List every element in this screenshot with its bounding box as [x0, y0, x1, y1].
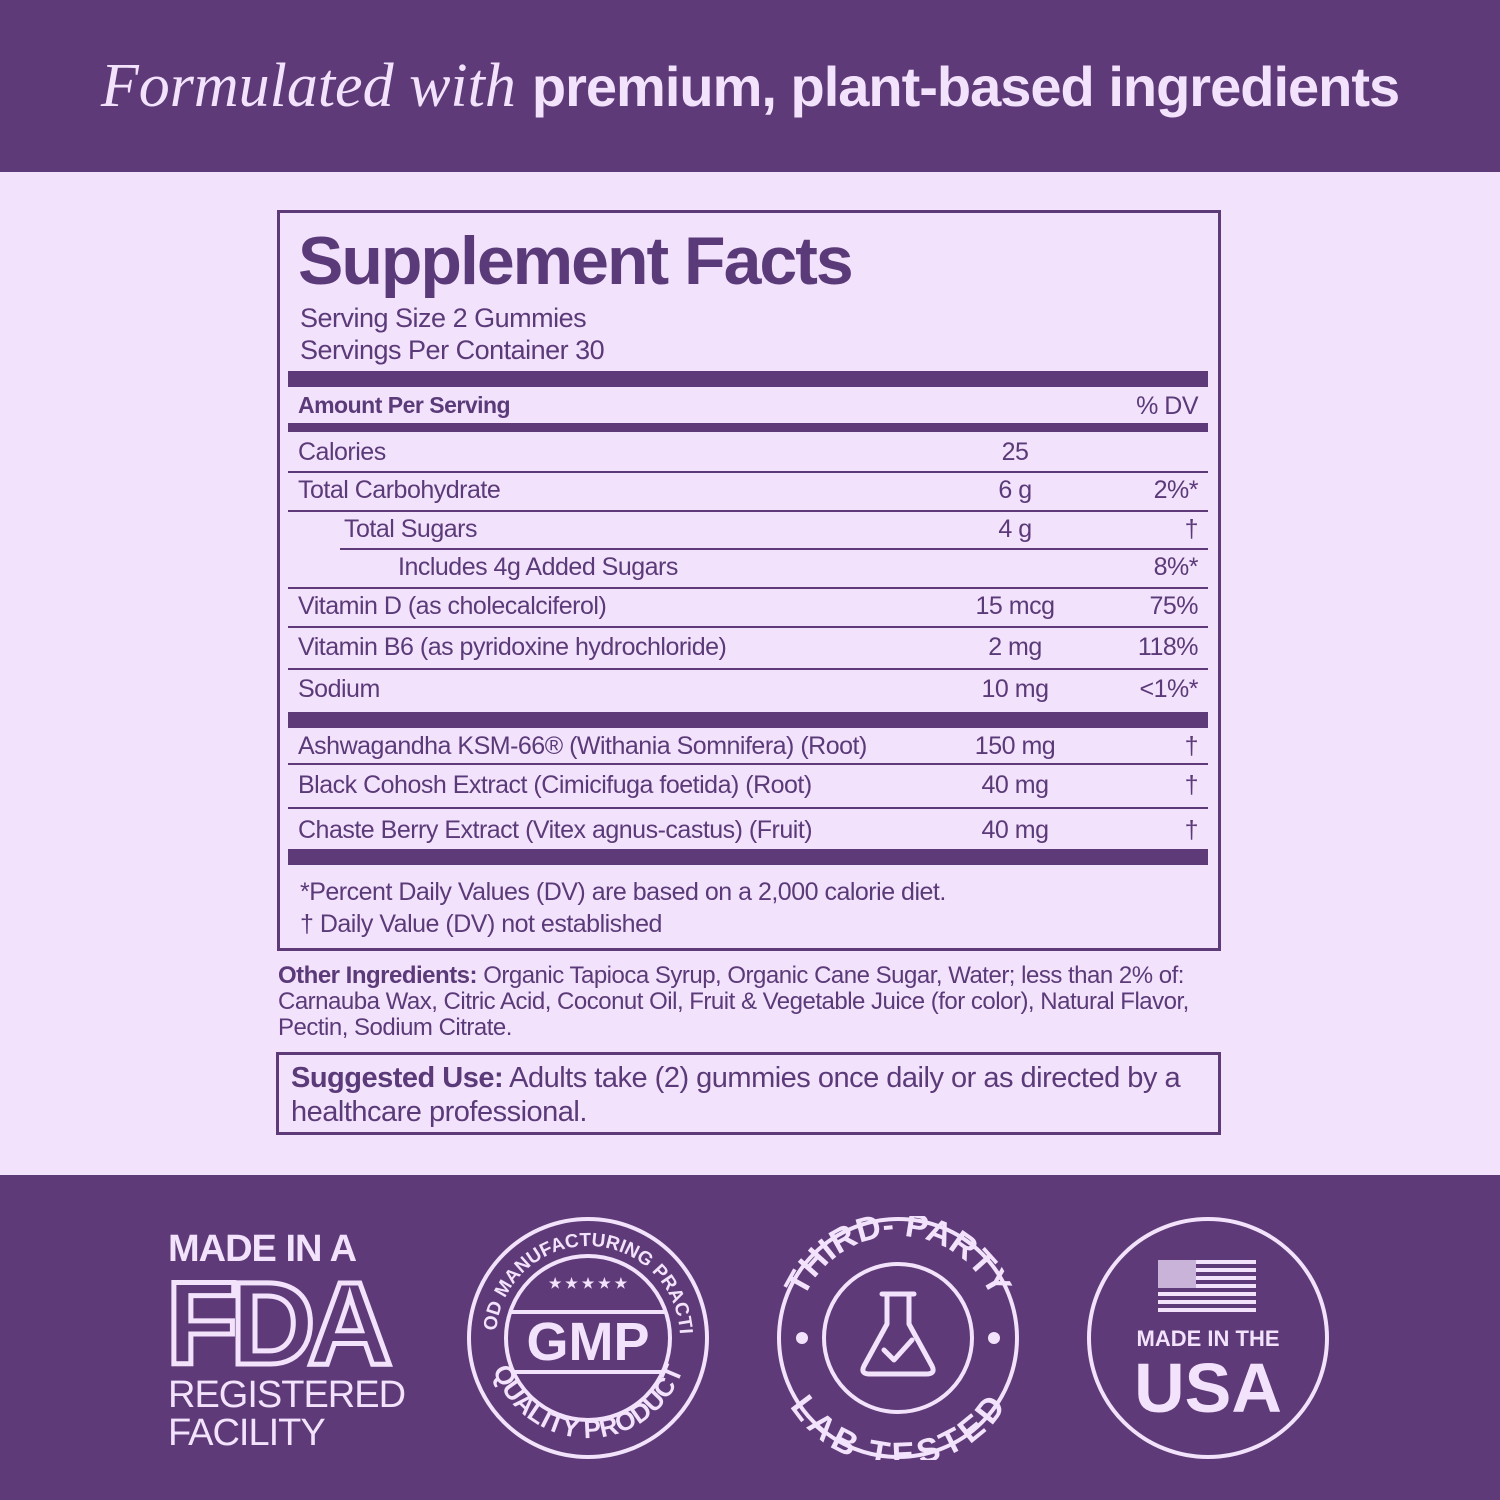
row-divider — [288, 807, 1208, 809]
suggested-use: Suggested Use: Adults take (2) gummies o… — [276, 1052, 1221, 1135]
row-dv: 118% — [1137, 633, 1199, 661]
other-ingredients-text: Organic Tapioca Syrup, Organic Cane Suga… — [278, 962, 1189, 1041]
fda-logo: FDA — [166, 1272, 401, 1372]
row-dv: † — [1184, 771, 1199, 799]
made-in-usa-badge: MADE IN THE USA — [1087, 1217, 1329, 1459]
row-dv: † — [1184, 816, 1199, 844]
divider — [288, 712, 1208, 728]
divider — [288, 423, 1208, 432]
badges-band — [0, 1175, 1500, 1500]
gmp-text: GMP — [526, 1312, 649, 1372]
row-amount: 40 mg — [981, 816, 1049, 844]
nutrient-row: Total Sugars 4 g † — [0, 515, 1500, 555]
botanical-row: Chaste Berry Extract (Vitex agnus-castus… — [0, 816, 1500, 856]
svg-text:THIRD- PARTY: THIRD- PARTY — [778, 1216, 1019, 1302]
row-name: Sodium — [298, 675, 380, 703]
svg-text:FDA: FDA — [166, 1272, 390, 1372]
row-dv: <1%* — [1139, 675, 1199, 703]
row-amount: 6 g — [998, 476, 1032, 504]
row-amount: 4 g — [998, 515, 1032, 543]
nutrient-row: Sodium 10 mg <1%* — [0, 675, 1500, 715]
gmp-badge: GOOD MANUFACTURING PRACTICE QUALITY PROD… — [466, 1216, 709, 1459]
divider — [288, 371, 1208, 387]
botanical-row: Black Cohosh Extract (Cimicifuga foetida… — [0, 771, 1500, 811]
row-name: Vitamin D (as cholecalciferol) — [298, 592, 607, 620]
row-dv: 8%* — [1153, 553, 1199, 581]
row-name: Includes 4g Added Sugars — [398, 553, 678, 581]
row-amount: 25 — [1001, 438, 1029, 466]
other-ingredients: Other Ingredients: Organic Tapioca Syrup… — [278, 963, 1198, 1041]
row-dv: † — [1184, 515, 1199, 543]
other-ingredients-label: Other Ingredients: — [278, 962, 478, 989]
us-flag-icon — [1158, 1260, 1256, 1312]
fda-top: MADE IN A — [168, 1228, 357, 1270]
svg-text:USA: USA — [1134, 1349, 1282, 1427]
facts-title: Supplement Facts — [298, 223, 854, 299]
nutrient-row: Vitamin D (as cholecalciferol) 15 mcg 75% — [0, 592, 1500, 632]
svg-text:★ ★ ★ ★ ★: ★ ★ ★ ★ ★ — [549, 1275, 628, 1291]
row-dv: 75% — [1149, 592, 1198, 620]
row-divider — [288, 668, 1208, 670]
nutrient-row: Total Carbohydrate 6 g 2%* — [0, 476, 1500, 516]
row-divider — [288, 471, 1208, 473]
header-italic: Formulated with — [100, 51, 516, 120]
header-banner: Formulated with premium, plant-based ing… — [0, 0, 1500, 172]
botanical-row: Ashwagandha KSM-66® (Withania Somnifera)… — [0, 732, 1500, 772]
suggested-use-label: Suggested Use: — [291, 1062, 504, 1094]
serving-size: Serving Size 2 Gummies — [300, 303, 587, 333]
svg-text:MADE IN THE: MADE IN THE — [1137, 1326, 1280, 1351]
row-divider — [288, 510, 1208, 512]
row-amount: 40 mg — [981, 771, 1049, 799]
nutrient-row: Includes 4g Added Sugars 8%* — [0, 553, 1500, 593]
row-name: Total Sugars — [344, 515, 477, 543]
row-name: Total Carbohydrate — [298, 476, 501, 504]
flask-check-icon — [860, 1291, 936, 1377]
row-amount: 10 mg — [981, 675, 1049, 703]
row-name: Calories — [298, 438, 386, 466]
row-name: Chaste Berry Extract (Vitex agnus-castus… — [298, 816, 813, 844]
amount-header-row: Amount Per Serving % DV — [0, 392, 1500, 432]
suggested-use-text: Adults take (2) gummies once daily or as… — [291, 1062, 1181, 1128]
row-dv: 2%* — [1153, 476, 1199, 504]
nutrient-row: Calories 25 — [0, 438, 1500, 478]
row-divider — [340, 548, 1208, 550]
row-name: Vitamin B6 (as pyridoxine hydrochloride) — [298, 633, 727, 661]
fda-line2: FACILITY — [168, 1412, 326, 1454]
row-divider — [288, 626, 1208, 628]
svg-text:LAB TESTED: LAB TESTED — [783, 1388, 1013, 1460]
servings-per-container: Servings Per Container 30 — [300, 335, 605, 365]
header-bold: premium, plant-based ingredients — [531, 54, 1400, 118]
footnote-dv: *Percent Daily Values (DV) are based on … — [300, 878, 946, 906]
divider — [288, 849, 1208, 865]
row-name: Ashwagandha KSM-66® (Withania Somnifera)… — [298, 732, 867, 760]
supplement-facts-panel — [277, 210, 1221, 951]
row-divider — [288, 763, 1208, 765]
nutrient-row: Vitamin B6 (as pyridoxine hydrochloride)… — [0, 633, 1500, 673]
row-amount: 15 mcg — [975, 592, 1055, 620]
row-name: Black Cohosh Extract (Cimicifuga foetida… — [298, 771, 812, 799]
row-amount: 2 mg — [988, 633, 1042, 661]
fda-line1: REGISTERED — [168, 1374, 406, 1416]
lab-tested-badge: THIRD- PARTY LAB TESTED — [777, 1216, 1019, 1460]
amount-header: Amount Per Serving — [298, 392, 511, 418]
row-dv: † — [1184, 732, 1199, 760]
footnote-dagger: † Daily Value (DV) not established — [300, 910, 662, 938]
row-amount: 150 mg — [974, 732, 1056, 760]
row-divider — [288, 587, 1208, 589]
dv-header: % DV — [1136, 392, 1198, 420]
